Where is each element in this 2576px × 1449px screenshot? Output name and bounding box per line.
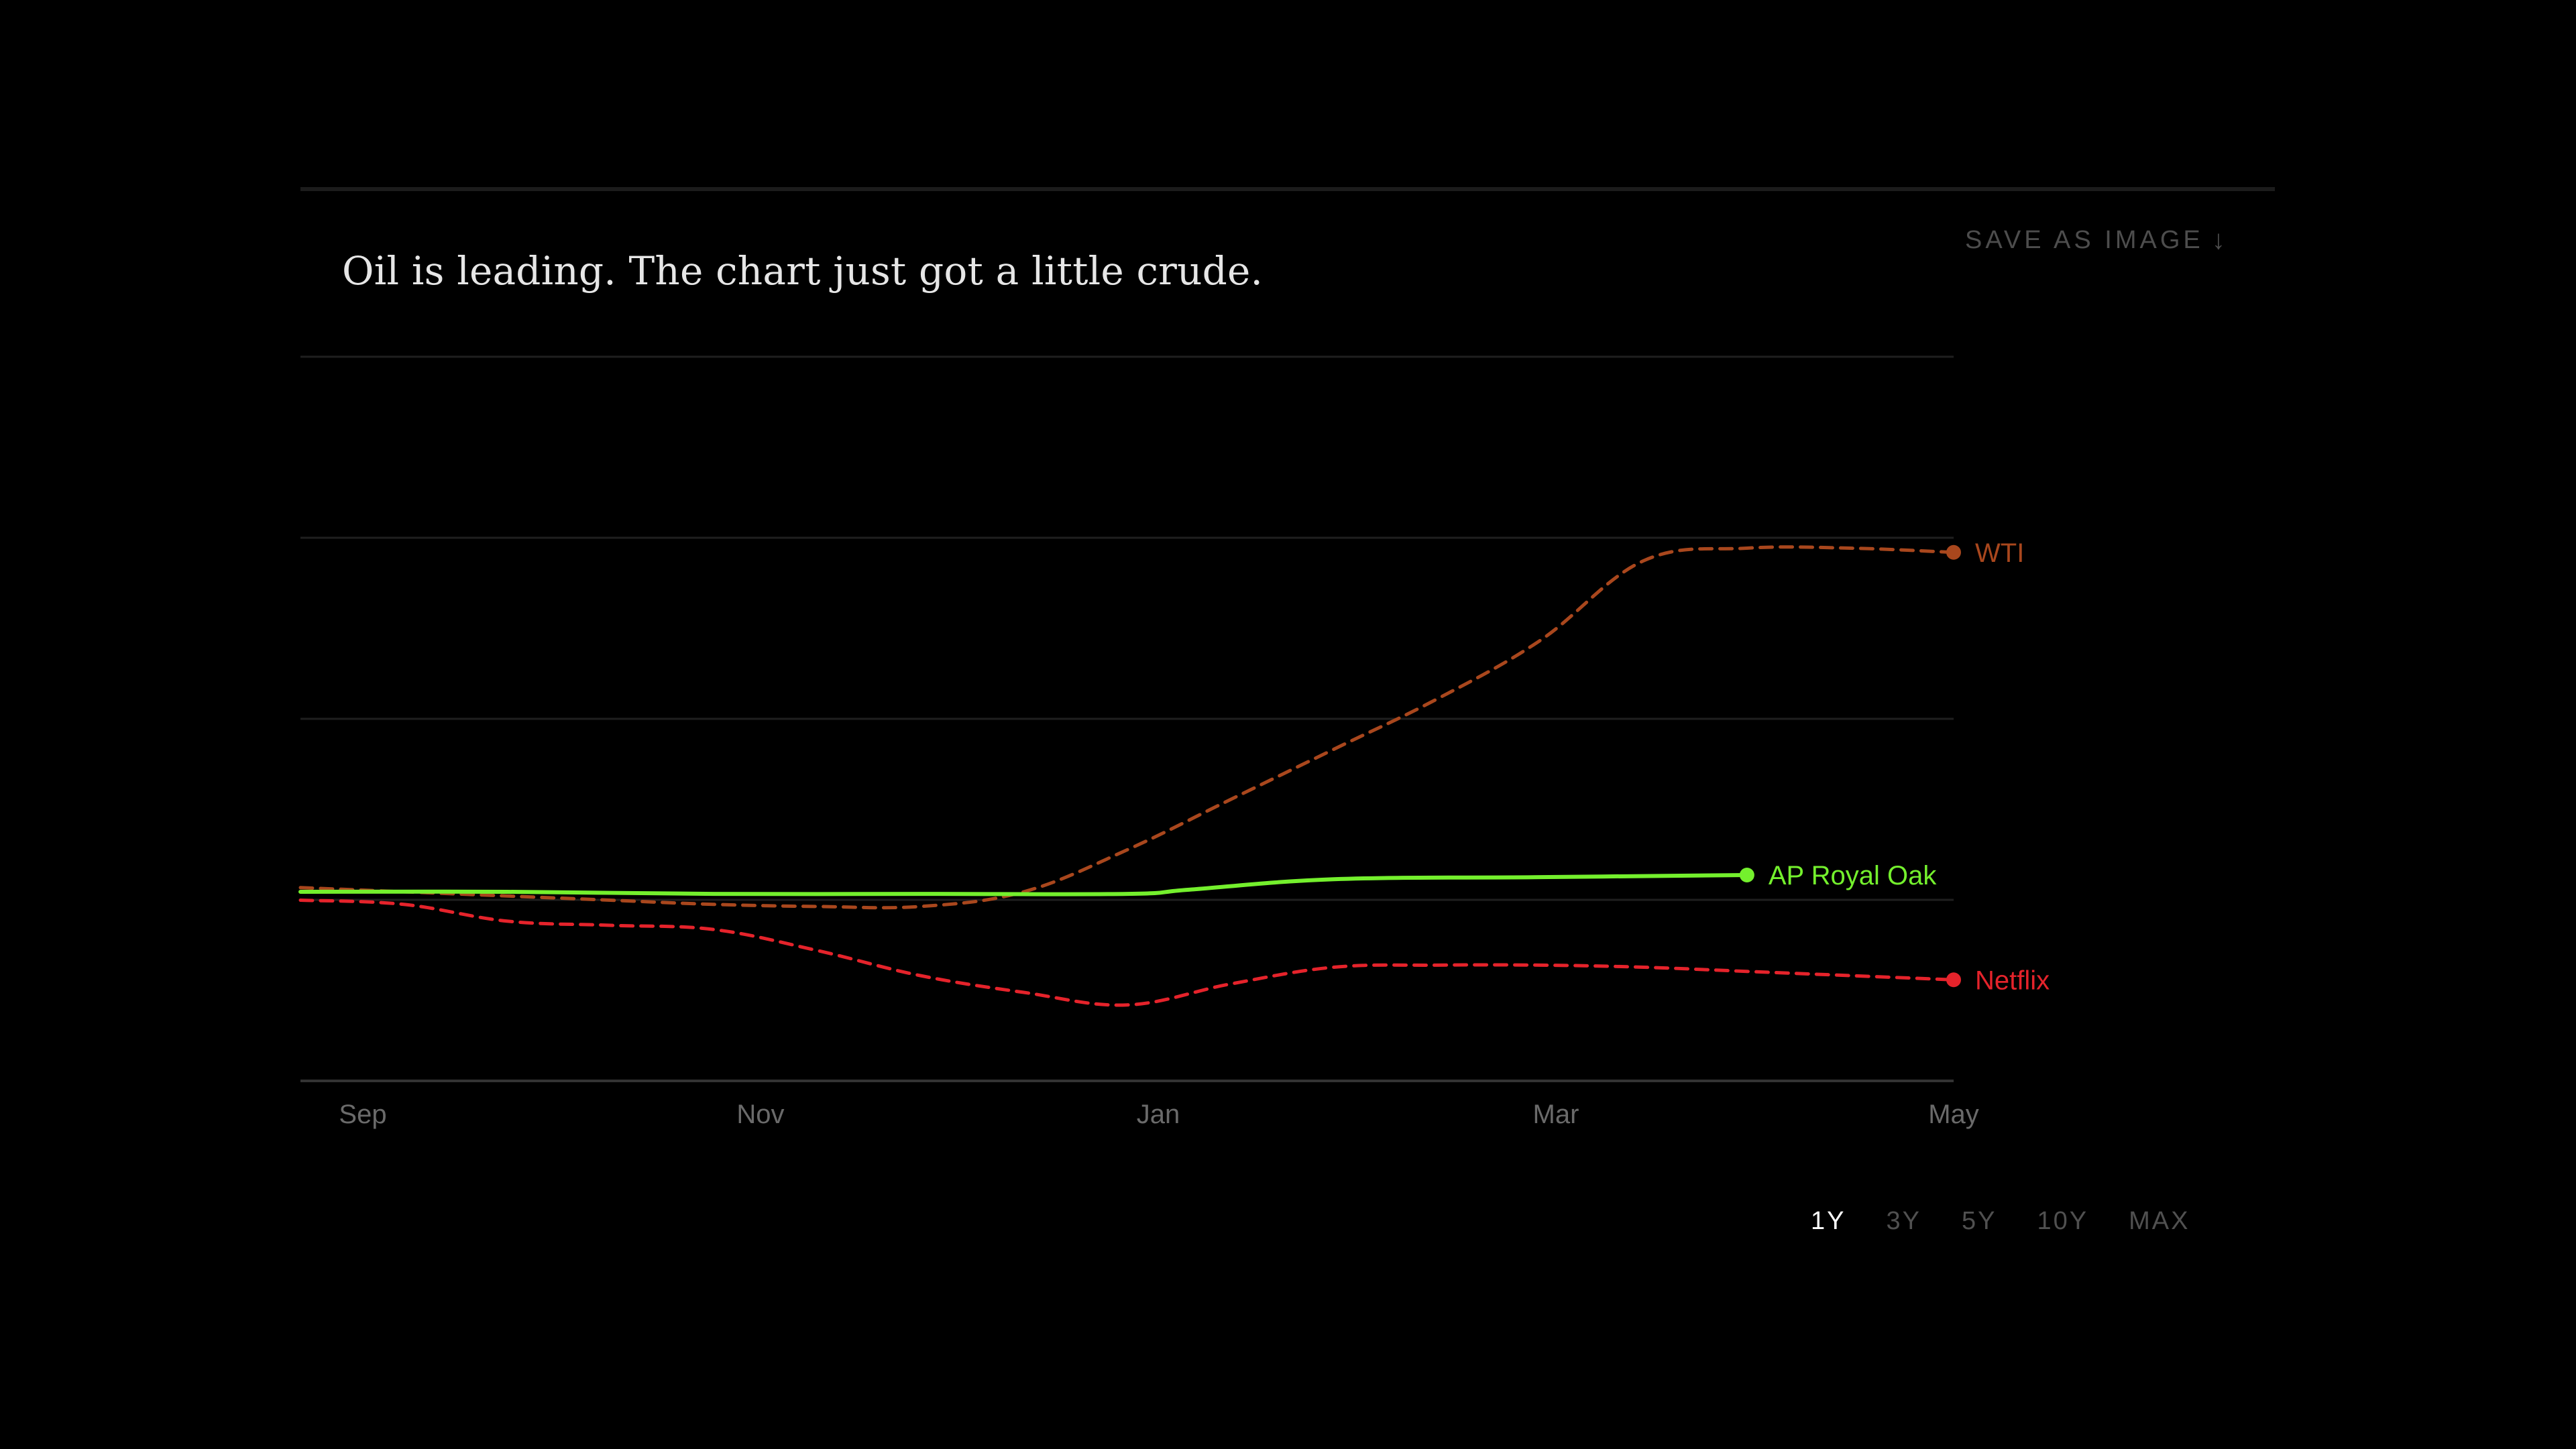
- series-label-netflix: Netflix: [1975, 966, 2050, 995]
- time-range-selector: 1Y 3Y 5Y 10Y MAX: [1811, 1207, 2230, 1236]
- x-tick-label: May: [1928, 1100, 1979, 1129]
- series-label-ap-royal-oak: AP Royal Oak: [1769, 861, 1937, 890]
- x-tick-label: Mar: [1533, 1100, 1579, 1129]
- x-tick-label: Sep: [339, 1100, 386, 1129]
- range-button-3y[interactable]: 3Y: [1886, 1207, 1921, 1235]
- series-line-wti: [298, 545, 1956, 910]
- range-button-10y[interactable]: 10Y: [2037, 1207, 2089, 1235]
- range-button-1y[interactable]: 1Y: [1811, 1207, 1846, 1235]
- series-line-netflix: [298, 899, 1956, 1007]
- download-arrow-icon: ↓: [2211, 225, 2225, 255]
- range-button-5y[interactable]: 5Y: [1961, 1207, 1997, 1235]
- series-line-ap-royal-oak: [298, 873, 1749, 896]
- series-end-dot-ap-royal-oak: [1739, 868, 1754, 882]
- x-tick-label: Jan: [1137, 1100, 1180, 1129]
- series-label-wti: WTI: [1975, 538, 2024, 568]
- x-tick-label: Nov: [736, 1100, 784, 1129]
- series-end-dot-netflix: [1946, 972, 1961, 988]
- range-button-max[interactable]: MAX: [2129, 1207, 2190, 1235]
- chart-title: Oil is leading. The chart just got a lit…: [342, 248, 1264, 294]
- save-as-image-label: SAVE AS IMAGE: [1965, 226, 2204, 254]
- series-end-dot-wti: [1946, 544, 1961, 560]
- top-divider: [300, 187, 2275, 191]
- save-as-image-button[interactable]: SAVE AS IMAGE ↓: [1965, 225, 2225, 255]
